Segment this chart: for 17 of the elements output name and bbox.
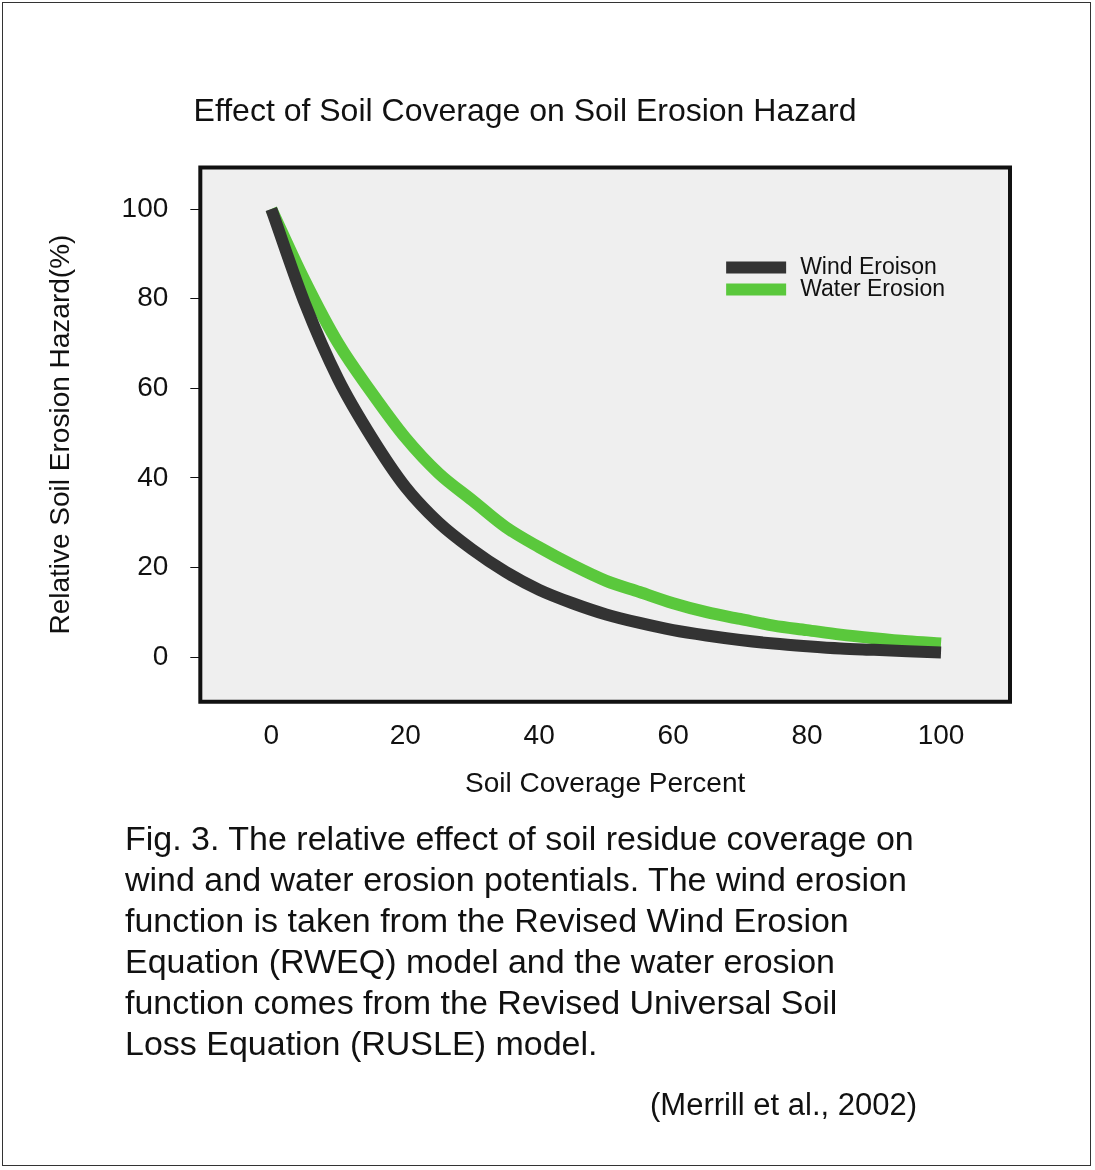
y-tick-label: 20 [137,550,169,582]
y-tick-label: 60 [137,370,169,402]
y-tick-label: 100 [121,191,169,223]
x-axis-title: Soil Coverage Percent [465,766,746,798]
y-axis-title: Relative Soil Erosion Hazard(%) [43,234,75,635]
y-tick-label: 40 [137,460,169,492]
x-tick-label: 20 [389,719,421,751]
x-tick-label: 80 [791,719,823,751]
text: (Merrill et al., 2002) [650,1087,918,1123]
y-tick-label: 0 [152,639,169,671]
caption: Fig. 3. The relative effect of soil residue coverage on wind and water erosion potentials. The wind erosion function is taken from the Revised Wind Erosion Equation (RWEQ) model and the water erosion function comes from the Revised Universal Soil Loss Equation (RUSLE) model. [125,818,915,1064]
x-tick-label: 100 [917,719,965,751]
x-tick-label: 0 [263,719,280,751]
x-tick-label: 40 [523,719,555,751]
chart-title: Effect of Soil Coverage on Soil Erosion Hazard [193,92,857,129]
x-tick-label: 60 [657,719,689,751]
y-tick-label: 80 [137,281,169,313]
